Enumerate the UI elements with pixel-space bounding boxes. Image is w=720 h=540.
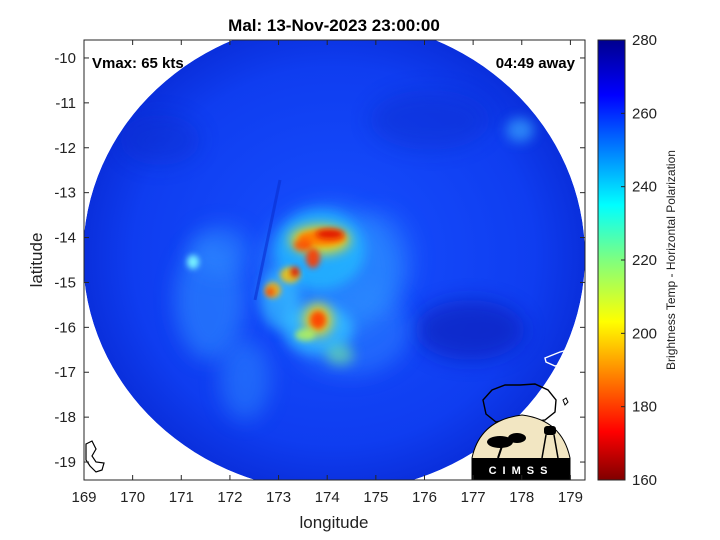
map-plot-area <box>84 40 585 480</box>
y-tick-label: -10 <box>54 50 76 67</box>
colorbar-tick-label: 280 <box>632 32 657 49</box>
logo-text: CIMSS <box>489 465 554 477</box>
y-tick-label: -17 <box>54 364 76 381</box>
colorbar-tick-label: 160 <box>632 472 657 489</box>
colorbar-tick-label: 220 <box>632 252 657 269</box>
axes-frame <box>83 39 586 481</box>
y-axis-label: latitude <box>27 233 46 288</box>
cimss-logo: CIMSS <box>471 414 571 481</box>
y-tick-label: -14 <box>54 230 76 247</box>
x-tick-label: 178 <box>509 489 534 506</box>
y-tick-label: -11 <box>55 95 76 112</box>
y-tick-label: -13 <box>54 185 76 202</box>
colorbar-tick-label: 180 <box>632 399 657 416</box>
colorbar-tick-label: 260 <box>632 105 657 122</box>
time-away-label: 04:49 away <box>496 55 576 72</box>
y-tick-label: -15 <box>54 274 76 291</box>
x-tick-label: 173 <box>266 489 291 506</box>
colorbar-label: Brightness Temp - Horizontal Polarizatio… <box>664 150 678 370</box>
x-tick-label: 170 <box>120 489 145 506</box>
x-tick-label: 179 <box>558 489 583 506</box>
vmax-label: Vmax: 65 kts <box>92 55 184 72</box>
microwave-swath <box>84 40 585 480</box>
x-tick-label: 172 <box>217 489 242 506</box>
coastline-vanuatu <box>85 440 105 473</box>
y-tick-label: -16 <box>54 319 76 336</box>
colorbar-tick-label: 200 <box>632 325 657 342</box>
colorbar-tick-label: 240 <box>632 179 657 196</box>
x-tick-label: 174 <box>315 489 340 506</box>
x-axis-label: longitude <box>299 513 368 532</box>
colorbar-ticks: 280 260 240 220 200 180 160 <box>621 32 657 489</box>
y-tick-label: -12 <box>54 140 76 157</box>
y-tick-label: -18 <box>54 409 76 426</box>
x-axis-ticks: 169 170 171 172 173 174 175 176 177 178 179 <box>71 40 583 506</box>
x-tick-label: 176 <box>412 489 437 506</box>
y-tick-label: -19 <box>54 454 76 471</box>
coastline-fiji <box>544 345 585 367</box>
x-tick-label: 171 <box>169 489 194 506</box>
x-tick-label: 175 <box>363 489 388 506</box>
y-axis-ticks: -10 -11 -12 -13 -14 -15 -16 -17 -18 -19 <box>54 50 585 471</box>
x-tick-label: 169 <box>71 489 96 506</box>
coastline-island-small <box>562 397 569 406</box>
x-tick-label: 177 <box>461 489 486 506</box>
colorbar: 280 260 240 220 200 180 160 Brightness Temp - … <box>597 32 678 489</box>
map-title: Mal: 13-Nov-2023 23:00:00 <box>228 16 440 35</box>
